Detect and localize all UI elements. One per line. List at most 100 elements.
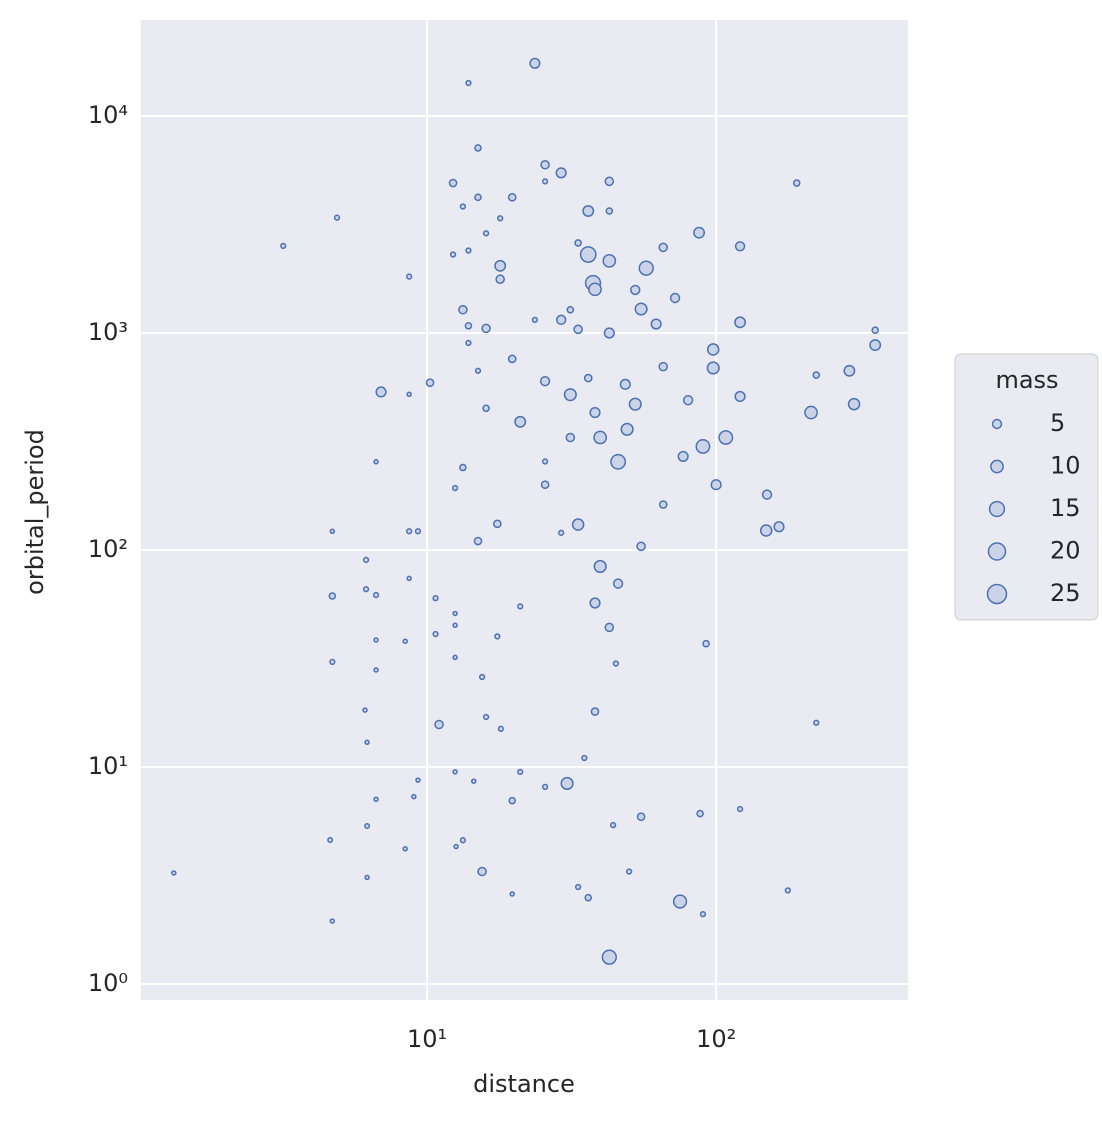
point bbox=[402, 638, 408, 644]
point bbox=[784, 887, 791, 894]
point bbox=[333, 214, 341, 221]
point bbox=[610, 453, 627, 470]
legend-marker bbox=[986, 583, 1008, 605]
point bbox=[482, 230, 490, 237]
point bbox=[481, 323, 491, 334]
point bbox=[734, 316, 747, 329]
y-tick-label: 10³ bbox=[88, 318, 128, 346]
point bbox=[571, 518, 585, 531]
point bbox=[871, 326, 879, 335]
point bbox=[658, 500, 668, 509]
point bbox=[583, 373, 593, 383]
point bbox=[432, 630, 439, 638]
point bbox=[619, 378, 631, 390]
point bbox=[792, 179, 801, 187]
point bbox=[406, 391, 412, 398]
y-tick-label: 10² bbox=[88, 535, 128, 563]
point bbox=[706, 343, 720, 356]
point bbox=[494, 259, 507, 272]
point bbox=[630, 284, 641, 296]
legend-marker bbox=[990, 459, 1004, 474]
point bbox=[695, 439, 711, 454]
point bbox=[362, 707, 368, 713]
point bbox=[364, 739, 370, 746]
point bbox=[682, 395, 694, 406]
point bbox=[555, 314, 567, 326]
point bbox=[565, 432, 576, 443]
point bbox=[693, 226, 706, 239]
point bbox=[699, 910, 707, 918]
point bbox=[459, 203, 467, 210]
point bbox=[451, 484, 459, 492]
point bbox=[540, 159, 550, 170]
point bbox=[474, 193, 482, 202]
x-axis-label: distance bbox=[473, 1070, 575, 1098]
point bbox=[541, 783, 549, 791]
point bbox=[411, 793, 417, 800]
point bbox=[465, 247, 472, 254]
point bbox=[658, 361, 669, 372]
point bbox=[473, 536, 483, 546]
point bbox=[773, 521, 785, 533]
point bbox=[373, 459, 379, 465]
legend-label: 5 bbox=[1050, 409, 1065, 437]
legend-label: 25 bbox=[1050, 579, 1081, 607]
legend-title: mass bbox=[995, 366, 1058, 394]
x-tick-label: 10² bbox=[696, 1025, 736, 1053]
point bbox=[362, 556, 370, 564]
point bbox=[672, 894, 688, 909]
point bbox=[869, 339, 882, 351]
legend-marker bbox=[991, 418, 1003, 430]
y-tick-label: 10⁰ bbox=[88, 969, 128, 997]
point bbox=[406, 273, 413, 280]
point bbox=[582, 205, 595, 217]
point bbox=[459, 837, 467, 844]
point bbox=[508, 796, 517, 805]
point bbox=[414, 528, 422, 535]
point bbox=[478, 673, 486, 681]
point bbox=[563, 388, 577, 402]
point bbox=[605, 207, 614, 215]
point bbox=[507, 354, 517, 364]
point bbox=[470, 778, 477, 784]
point bbox=[710, 479, 722, 491]
point bbox=[434, 719, 444, 730]
point bbox=[328, 592, 337, 600]
point bbox=[804, 405, 818, 420]
point bbox=[449, 251, 457, 258]
point bbox=[581, 754, 588, 762]
point bbox=[604, 622, 615, 633]
point bbox=[566, 305, 575, 314]
point bbox=[593, 559, 607, 574]
point bbox=[696, 809, 704, 818]
point bbox=[759, 524, 773, 537]
point bbox=[541, 178, 549, 185]
legend-label: 10 bbox=[1050, 452, 1081, 480]
point bbox=[459, 463, 467, 472]
point bbox=[364, 874, 370, 881]
point bbox=[812, 371, 821, 379]
point bbox=[425, 378, 435, 388]
x-tick-label: 10¹ bbox=[407, 1025, 447, 1053]
point bbox=[329, 658, 336, 666]
legend-marker bbox=[987, 542, 1007, 561]
point bbox=[453, 843, 459, 850]
point bbox=[612, 660, 620, 667]
point bbox=[495, 274, 505, 284]
point bbox=[373, 667, 379, 673]
point bbox=[847, 397, 861, 411]
point bbox=[702, 639, 710, 648]
point bbox=[574, 883, 582, 891]
point bbox=[573, 324, 583, 335]
legend-label: 20 bbox=[1050, 537, 1081, 565]
point bbox=[432, 595, 439, 602]
point bbox=[364, 822, 371, 829]
point bbox=[373, 637, 379, 643]
point bbox=[329, 528, 336, 535]
point bbox=[517, 603, 524, 610]
point bbox=[497, 215, 504, 222]
point bbox=[474, 367, 482, 374]
point bbox=[539, 375, 551, 387]
